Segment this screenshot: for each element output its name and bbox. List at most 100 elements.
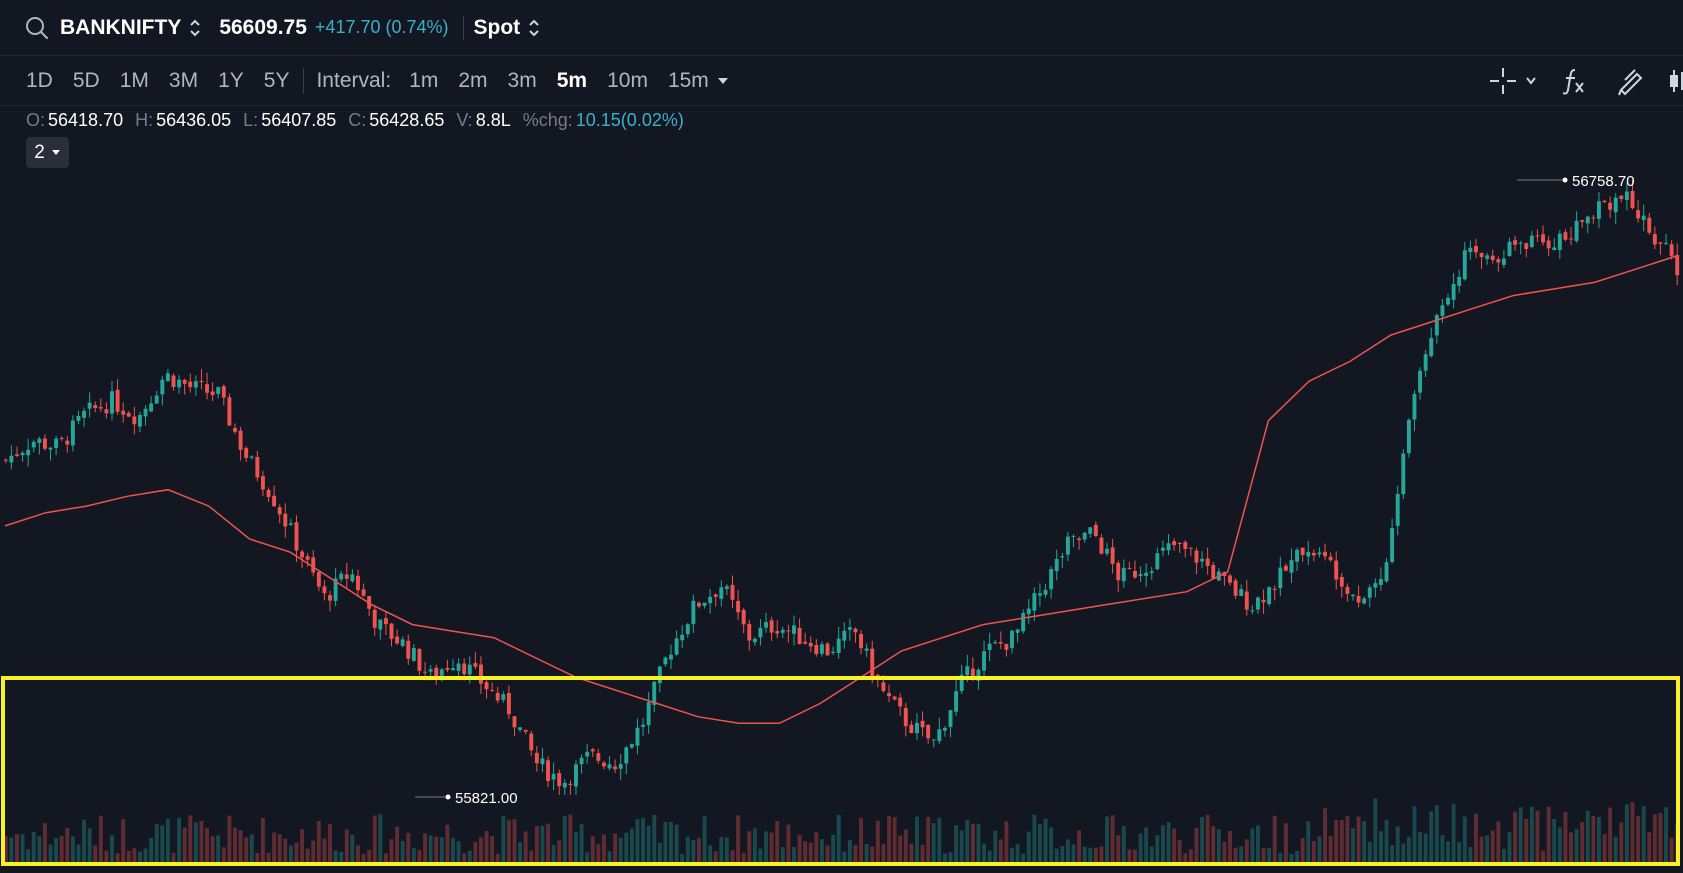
range-1m[interactable]: 1M: [119, 68, 149, 92]
interval-3m[interactable]: 3m: [507, 68, 537, 92]
volume-bar: [1222, 841, 1227, 862]
volume-bar: [154, 823, 159, 862]
candle: [663, 656, 668, 667]
candle: [613, 759, 618, 774]
candle: [1155, 547, 1160, 571]
candle: [31, 439, 36, 453]
volume-bar: [54, 837, 59, 862]
price-chart[interactable]: 56758.70 55821.00: [0, 170, 1683, 873]
volume-bar: [255, 852, 260, 862]
range-3m[interactable]: 3M: [168, 68, 199, 92]
updown-chevron-icon: [529, 19, 539, 36]
candle: [322, 580, 327, 601]
volume-bar: [1334, 819, 1339, 862]
symbol-name: BANKNIFTY: [60, 15, 182, 39]
volume-bar: [1457, 842, 1462, 862]
interval-15m[interactable]: 15m: [667, 68, 709, 92]
candle: [1261, 589, 1266, 614]
candle: [1172, 538, 1177, 551]
volume-bar: [1300, 838, 1305, 862]
volume-bar: [1105, 816, 1109, 862]
spot-label: Spot: [473, 15, 521, 39]
range-5d[interactable]: 5D: [72, 68, 100, 92]
range-1d[interactable]: 1D: [26, 68, 53, 92]
candle: [1283, 563, 1288, 572]
volume-bar: [272, 832, 277, 862]
volume-bar: [188, 815, 193, 862]
volume-bar: [344, 829, 349, 862]
candle: [1602, 199, 1607, 204]
search-icon[interactable]: [24, 15, 50, 41]
volume-bar: [1166, 822, 1171, 862]
volume-bar: [1406, 836, 1411, 862]
volume-bar: [300, 829, 305, 862]
candle: [1552, 238, 1557, 251]
volume-bar: [1133, 849, 1137, 862]
volume-bar: [48, 844, 53, 862]
candle: [149, 396, 154, 413]
volume-bar: [15, 834, 19, 862]
candle: [361, 583, 366, 597]
volume-bar: [1378, 831, 1383, 862]
candle: [1306, 540, 1311, 565]
updown-chevron-icon: [190, 19, 201, 36]
draw-icon[interactable]: [1617, 66, 1645, 96]
interval-1m[interactable]: 1m: [409, 68, 439, 92]
range-5y[interactable]: 5Y: [263, 68, 290, 92]
volume-bar: [903, 829, 908, 862]
spot-selector[interactable]: Spot: [474, 16, 541, 40]
candle: [954, 679, 959, 717]
volume-bar: [646, 825, 651, 862]
candle: [624, 745, 629, 775]
volume-bar: [764, 831, 768, 862]
volume-bar: [1440, 835, 1445, 862]
candle: [691, 594, 696, 634]
candle: [1099, 533, 1104, 555]
volume-bar: [915, 816, 919, 862]
volume-bar: [1524, 818, 1529, 862]
indicator-count-dropdown[interactable]: 2: [26, 137, 69, 168]
symbol-selector[interactable]: BANKNIFTY: [60, 16, 201, 40]
volume-bar: [216, 835, 221, 862]
candle: [501, 691, 506, 703]
interval-2m[interactable]: 2m: [458, 68, 488, 92]
volume-bar: [836, 814, 841, 862]
candles-icon[interactable]: [1669, 66, 1683, 96]
candle: [920, 711, 925, 737]
candle: [1004, 643, 1009, 657]
candle: [1384, 558, 1389, 584]
candle: [1675, 243, 1680, 286]
volume-value: 8.8L: [475, 110, 511, 130]
candle: [344, 562, 349, 589]
volume-bar: [557, 840, 562, 862]
toolbar-tools: [1489, 56, 1683, 106]
interval-10m[interactable]: 10m: [607, 68, 648, 92]
fx-icon[interactable]: [1561, 66, 1587, 96]
volume-bar: [1446, 841, 1450, 862]
volume-bar: [110, 835, 114, 862]
candle: [484, 680, 489, 699]
interval-dropdown-icon[interactable]: [717, 76, 729, 86]
volume-bar: [1183, 853, 1188, 862]
volume-bar: [797, 835, 802, 862]
candle: [942, 726, 947, 737]
volume-bar: [1328, 836, 1333, 862]
candle: [1026, 598, 1031, 624]
candle: [350, 569, 355, 583]
interval-5m[interactable]: 5m: [556, 68, 588, 92]
volume-bar: [1541, 850, 1546, 862]
volume-bar: [193, 822, 198, 862]
candle: [1619, 195, 1624, 203]
candle: [490, 682, 495, 692]
range-1y[interactable]: 1Y: [218, 68, 244, 92]
candle: [982, 640, 987, 680]
candle: [165, 368, 170, 382]
volume-bar: [210, 836, 215, 862]
crosshair-icon[interactable]: [1489, 65, 1541, 97]
candle: [462, 658, 467, 681]
volume-bar: [669, 821, 673, 862]
candle: [590, 747, 595, 757]
candle: [328, 590, 332, 612]
volume-bar: [350, 834, 355, 862]
candle: [596, 748, 601, 764]
